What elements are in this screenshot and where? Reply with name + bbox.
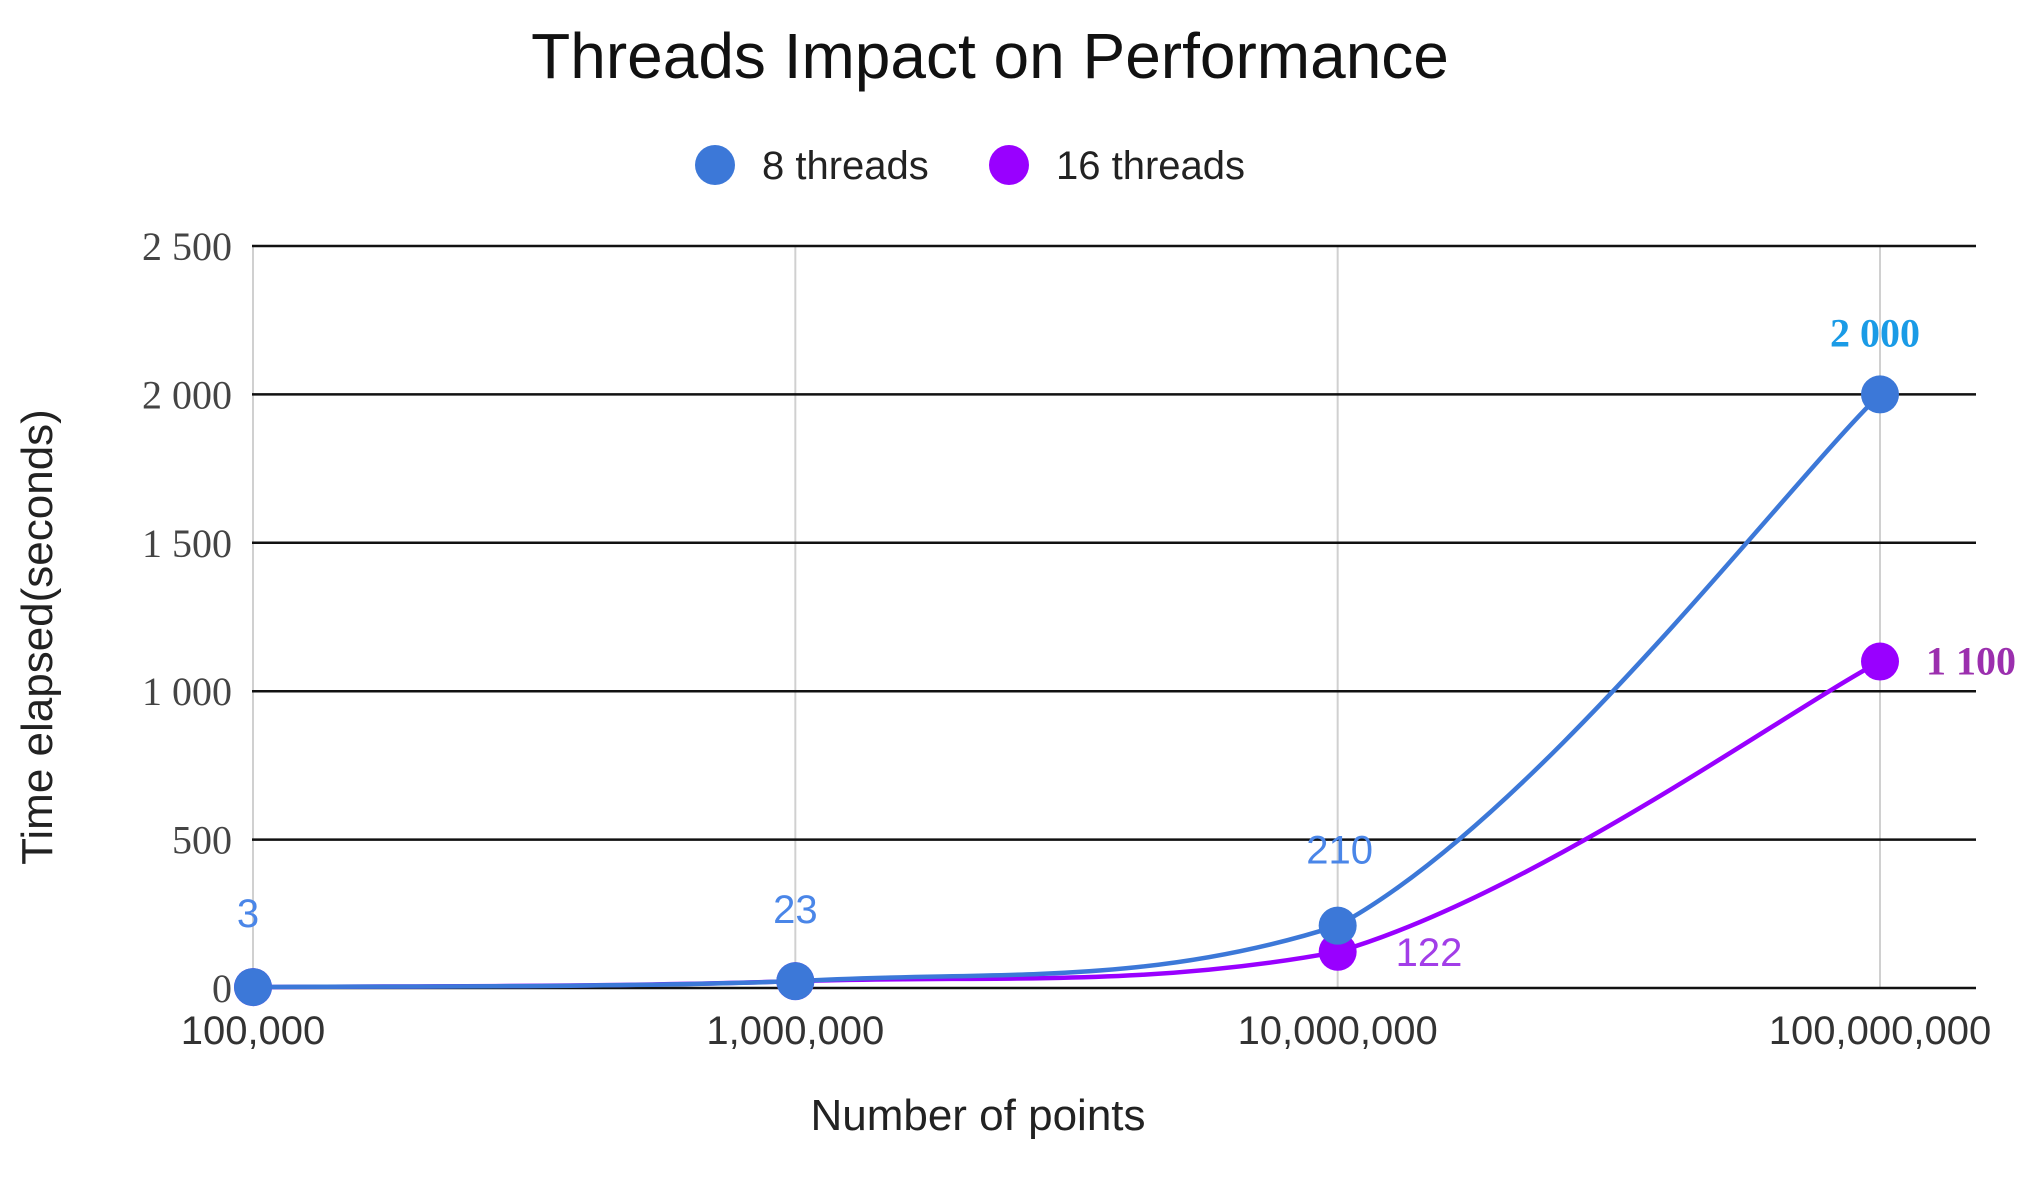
data-point-16-threads bbox=[1861, 642, 1899, 681]
y-tick-label: 0 bbox=[212, 966, 232, 1011]
series-layer bbox=[234, 375, 1899, 1007]
y-axis-label: Time elapsed(seconds) bbox=[13, 409, 62, 865]
data-label-16-threads: 122 bbox=[1396, 931, 1463, 975]
legend-label-16-threads: 16 threads bbox=[1056, 144, 1245, 188]
x-tick-label: 100,000,000 bbox=[1769, 1009, 1991, 1053]
y-tick-label: 1 500 bbox=[142, 521, 232, 566]
y-axis-ticks: 0 500 1 000 1 500 2 000 2 500 bbox=[142, 224, 232, 1011]
legend-label-8-threads: 8 threads bbox=[762, 144, 929, 188]
legend-marker-16-threads bbox=[989, 145, 1029, 185]
data-labels-layer: 3 23 210 2 000 122 1 100 bbox=[237, 310, 2016, 974]
data-label-8-threads: 23 bbox=[773, 888, 818, 932]
chart-title: Threads Impact on Performance bbox=[531, 20, 1449, 92]
data-label-8-threads: 2 000 bbox=[1830, 310, 1920, 355]
data-label-16-threads: 1 100 bbox=[1926, 639, 2016, 684]
x-tick-label: 10,000,000 bbox=[1238, 1009, 1438, 1053]
x-tick-label: 1,000,000 bbox=[706, 1009, 884, 1053]
x-tick-label: 100,000 bbox=[181, 1009, 326, 1053]
y-tick-label: 500 bbox=[172, 818, 232, 863]
data-point-8-threads bbox=[776, 962, 815, 1001]
data-label-8-threads: 3 bbox=[237, 892, 259, 936]
data-point-8-threads bbox=[1318, 906, 1357, 945]
x-axis-ticks: 100,000 1,000,000 10,000,000 100,000,000 bbox=[181, 1009, 1992, 1053]
data-point-8-threads bbox=[234, 968, 272, 1007]
y-tick-label: 2 000 bbox=[142, 372, 232, 417]
data-label-8-threads: 210 bbox=[1306, 829, 1373, 873]
data-point-16-threads bbox=[1318, 932, 1357, 971]
y-tick-label: 1 000 bbox=[142, 669, 232, 714]
series-line-16-threads bbox=[252, 659, 1882, 990]
legend-marker-8-threads bbox=[695, 145, 735, 185]
y-tick-label: 2 500 bbox=[142, 224, 232, 269]
data-point-8-threads bbox=[1861, 375, 1899, 414]
chart-legend: 8 threads 16 threads bbox=[695, 144, 1245, 188]
x-axis-label: Number of points bbox=[810, 1091, 1145, 1140]
plot-grid bbox=[252, 244, 1976, 990]
series-line-8-threads bbox=[252, 392, 1882, 990]
